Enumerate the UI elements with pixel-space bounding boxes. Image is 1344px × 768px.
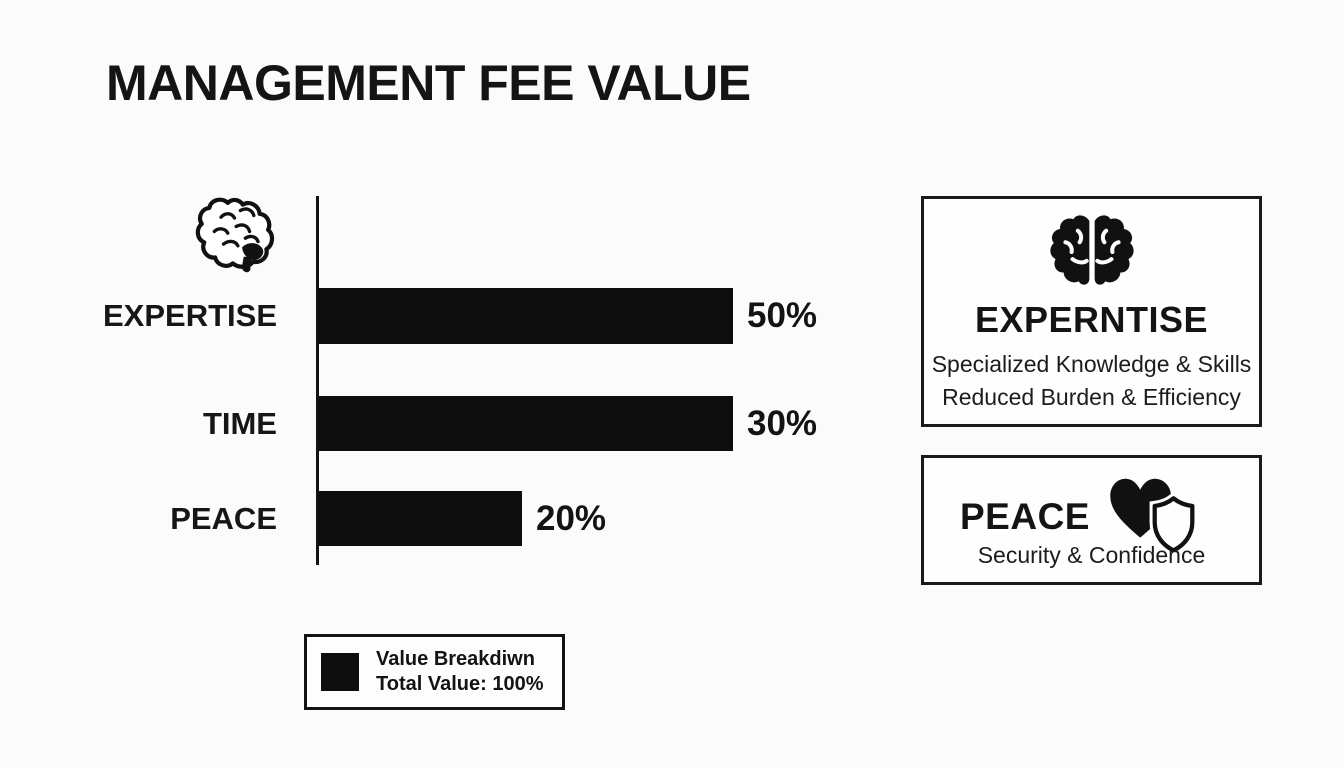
value-label-peace: 20% bbox=[536, 498, 607, 538]
value-label-expertise: 50% bbox=[747, 296, 818, 335]
category-label-expertise: EXPERTISE bbox=[103, 298, 277, 333]
y-axis-line bbox=[316, 196, 319, 565]
info-box-expertise: EXPERNTISE Specialized Knowledge & Skill… bbox=[921, 196, 1262, 427]
info-box-peace-header: PEACE bbox=[960, 472, 1200, 552]
bar-peace bbox=[319, 491, 522, 546]
bar-expertise bbox=[319, 288, 733, 344]
info-box-expertise-line-1: Specialized Knowledge & Skills bbox=[931, 351, 1252, 377]
legend-swatch bbox=[321, 653, 359, 691]
heart-shield-icon bbox=[1110, 478, 1198, 552]
category-label-time: TIME bbox=[202, 405, 277, 441]
legend-text: Value Breakdiwn Total Value: 100% bbox=[376, 647, 543, 697]
brain-top-icon bbox=[1049, 215, 1134, 285]
info-box-expertise-lines: Specialized Knowledge & Skills Reduced B… bbox=[932, 348, 1252, 414]
value-label-time: 30% bbox=[747, 403, 818, 443]
info-box-expertise-title: EXPERNTISE bbox=[974, 299, 1209, 340]
brain-side-icon bbox=[195, 197, 275, 273]
info-box-peace: PEACE Security & Confidence bbox=[921, 455, 1262, 585]
info-box-peace-title: PEACE bbox=[960, 496, 1090, 537]
page-title: MANAGEMENT FEE VALUE bbox=[106, 55, 751, 111]
info-box-expertise-line-2: Reduced Burden & Efficiency bbox=[942, 384, 1241, 410]
legend-line-2: Total Value: 100% bbox=[376, 673, 544, 695]
bar-time bbox=[319, 396, 733, 451]
legend-line-1: Value Breakdiwn bbox=[376, 648, 535, 670]
legend-box: Value Breakdiwn Total Value: 100% bbox=[304, 634, 565, 710]
category-label-peace: PEACE bbox=[170, 500, 277, 536]
info-box-peace-line-1: Security & Confidence bbox=[977, 542, 1206, 568]
